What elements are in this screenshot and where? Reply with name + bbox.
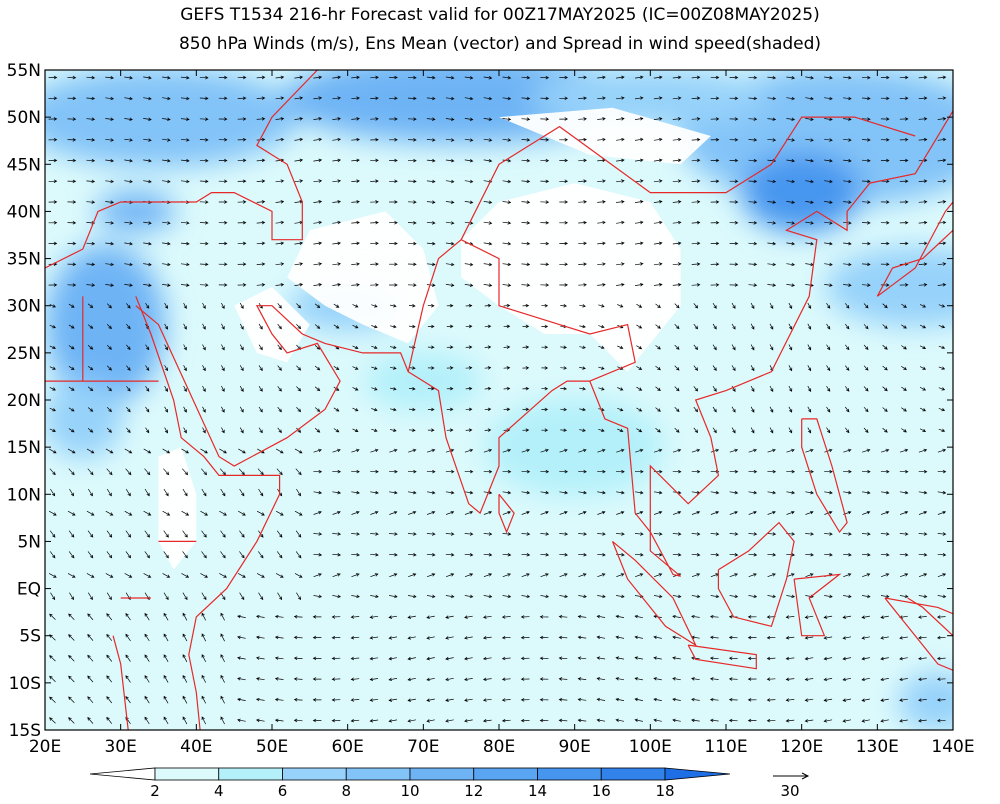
colorbar-label: 8 — [341, 782, 351, 800]
colorbar-label: 12 — [464, 782, 483, 800]
colorbar-label: 18 — [655, 782, 674, 800]
lat-tick-label: 30N — [7, 297, 41, 317]
lon-tick-label: 50E — [256, 737, 288, 757]
shade-blob — [19, 67, 299, 167]
lon-tick-label: 140E — [931, 737, 974, 757]
lat-tick-label: 15S — [9, 721, 41, 741]
lon-tick-label: 60E — [331, 737, 363, 757]
colorbar: 2 4 6 8 10 12 14 16 18 — [90, 768, 730, 800]
lat-tick-label: 25N — [7, 344, 41, 364]
lon-tick-label: 40E — [180, 737, 212, 757]
colorbar-box — [219, 768, 283, 780]
lat-tick-label: 15N — [7, 438, 41, 458]
lat-tick-label: 5S — [19, 627, 41, 647]
colorbar-label: 4 — [214, 782, 224, 800]
lon-tick-label: 30E — [104, 737, 136, 757]
lon-tick-label: 110E — [704, 737, 747, 757]
shade-blob — [485, 397, 665, 497]
colorbar-label: 16 — [592, 782, 611, 800]
colorbar-low — [90, 768, 155, 780]
colorbar-box — [346, 768, 410, 780]
lon-tick-label: 100E — [629, 737, 672, 757]
map — [19, 53, 1000, 731]
lat-tick-label: 35N — [7, 250, 41, 270]
colorbar-box — [474, 768, 538, 780]
colorbar-label: 2 — [150, 782, 160, 800]
title-line-1: GEFS T1534 216-hr Forecast valid for 00Z… — [180, 5, 820, 25]
colorbar-box — [538, 768, 602, 780]
shade-blob — [96, 191, 176, 231]
lon-tick-label: 120E — [780, 737, 823, 757]
colorbar-box — [410, 768, 474, 780]
lon-tick-label: 80E — [483, 737, 515, 757]
title-line-2: 850 hPa Winds (m/s), Ens Mean (vector) a… — [179, 34, 821, 54]
lat-tick-label: 10N — [7, 485, 41, 505]
lat-tick-label: 5N — [17, 532, 41, 552]
colorbar-high — [665, 768, 730, 780]
colorbar-label: 14 — [528, 782, 547, 800]
shade-blob — [825, 247, 1000, 327]
colorbar-box — [601, 768, 665, 780]
lat-tick-label: 10S — [9, 674, 41, 694]
colorbar-label: 10 — [400, 782, 419, 800]
lon-tick-label: 70E — [407, 737, 439, 757]
colorbar-box — [283, 768, 347, 780]
lon-tick-label: 130E — [856, 737, 899, 757]
lat-tick-label: 20N — [7, 391, 41, 411]
lat-tick-label: EQ — [17, 580, 41, 600]
shade-blob — [898, 672, 978, 732]
lat-tick-label: 55N — [7, 61, 41, 81]
colorbar-box — [155, 768, 219, 780]
lat-tick-label: 40N — [7, 202, 41, 222]
lat-tick-label: 45N — [7, 155, 41, 175]
lon-tick-label: 90E — [558, 737, 590, 757]
colorbar-label: 6 — [278, 782, 288, 800]
lat-tick-label: 50N — [7, 108, 41, 128]
reference-vector-label: 30 — [780, 782, 799, 800]
